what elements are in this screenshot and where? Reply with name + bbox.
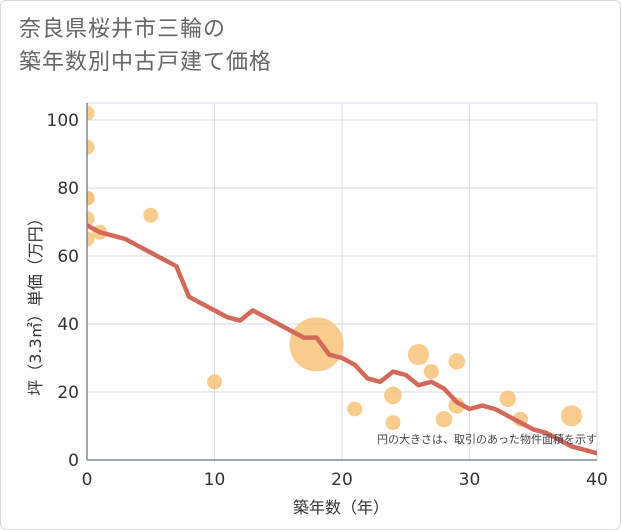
- bubble-point: [560, 405, 583, 427]
- y-tick-label: 100: [47, 111, 79, 131]
- x-axis-label: 築年数（年）: [293, 498, 389, 517]
- x-tick-label: 10: [204, 470, 226, 490]
- bubble-size-note: 円の大きさは、取引のあった物件面積を示す: [377, 432, 597, 446]
- bubble-series: [87, 105, 583, 431]
- bubble-point: [207, 374, 222, 390]
- x-tick-label: 0: [82, 470, 93, 490]
- y-tick-label: 0: [68, 451, 79, 471]
- bubble-point: [143, 207, 159, 223]
- bubble-point: [385, 415, 401, 431]
- y-axis-label: 坪（3.3㎡）単価（万円）: [26, 210, 45, 395]
- bubble-point: [87, 105, 95, 121]
- bubble-point: [448, 353, 465, 370]
- trend-line-series: [87, 223, 597, 456]
- y-tick-label: 20: [57, 383, 79, 403]
- bubble-point: [384, 386, 402, 405]
- chart-title: 奈良県桜井市三輪の 築年数別中古戸建て価格: [19, 13, 272, 79]
- bubble-point: [423, 364, 439, 380]
- bubble-point: [87, 231, 95, 247]
- bubble-point: [87, 139, 95, 155]
- bubble-point: [347, 401, 363, 417]
- x-tick-label: 20: [331, 470, 353, 490]
- chart-title-line-1: 奈良県桜井市三輪の: [19, 17, 227, 42]
- x-tick-label: 40: [586, 470, 608, 490]
- bubble-point: [435, 410, 453, 428]
- bubble-point: [289, 317, 344, 372]
- axes: 0 20 40 60 80 100 0 10 20 30 40: [47, 103, 608, 490]
- bubble-point: [448, 397, 465, 414]
- y-tick-label: 80: [57, 179, 79, 199]
- y-tick-label: 40: [57, 315, 79, 335]
- x-tick-label: 30: [459, 470, 481, 490]
- bubble-point: [499, 390, 516, 408]
- chart-title-line-2: 築年数別中古戸建て価格: [19, 50, 273, 75]
- average-price-line: [87, 223, 597, 456]
- bubble-point: [87, 211, 95, 227]
- bubble-point: [407, 343, 430, 366]
- bubble-point: [87, 190, 95, 206]
- y-tick-label: 60: [57, 247, 79, 267]
